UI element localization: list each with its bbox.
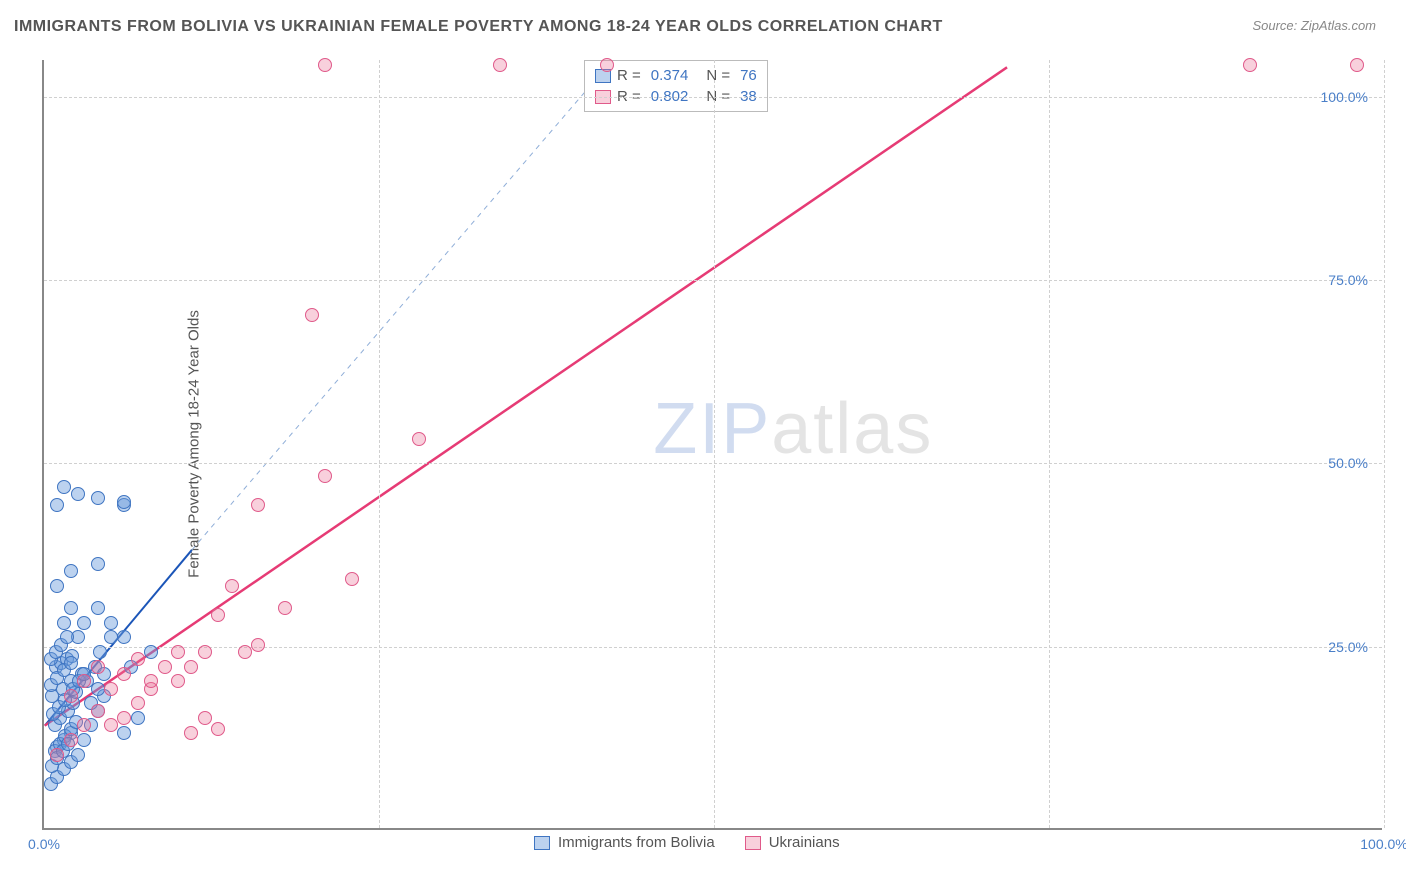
legend-row-blue: R = 0.374 N = 76 — [595, 65, 757, 86]
grid-line-h — [44, 463, 1382, 464]
pink-data-point — [50, 748, 64, 762]
pink-data-point — [1350, 58, 1364, 72]
pink-data-point — [91, 660, 105, 674]
blue-r-value: 0.374 — [651, 67, 689, 84]
pink-data-point — [117, 667, 131, 681]
blue-data-point — [50, 579, 64, 593]
x-tick-label: 100.0% — [1360, 836, 1406, 852]
blue-data-point — [91, 491, 105, 505]
pink-data-point — [305, 308, 319, 322]
pink-data-point — [211, 722, 225, 736]
blue-data-point — [64, 601, 78, 615]
pink-data-point — [600, 58, 614, 72]
blue-n-value: 76 — [740, 67, 757, 84]
legend-pink-label: Ukrainians — [769, 834, 840, 851]
watermark-atlas: atlas — [771, 389, 933, 469]
pink-data-point — [117, 711, 131, 725]
blue-data-point — [77, 733, 91, 747]
blue-data-point — [57, 480, 71, 494]
pink-data-point — [131, 696, 145, 710]
blue-data-point — [104, 630, 118, 644]
grid-line-v — [1049, 60, 1050, 828]
blue-data-point — [71, 748, 85, 762]
legend-blue-label: Immigrants from Bolivia — [558, 834, 715, 851]
pink-data-point — [345, 572, 359, 586]
pink-data-point — [144, 674, 158, 688]
pink-data-point — [278, 601, 292, 615]
blue-data-point — [60, 630, 74, 644]
n-label: N = — [706, 67, 730, 84]
blue-data-point — [91, 557, 105, 571]
pink-data-point — [77, 718, 91, 732]
watermark-zip: ZIP — [653, 389, 771, 469]
pink-data-point — [64, 689, 78, 703]
pink-data-point — [493, 58, 507, 72]
blue-data-point — [77, 616, 91, 630]
blue-data-point — [93, 645, 107, 659]
pink-data-point — [184, 660, 198, 674]
r-label: R = — [617, 67, 641, 84]
blue-swatch-icon — [534, 836, 550, 850]
source-credit: Source: ZipAtlas.com — [1252, 18, 1376, 33]
x-tick-label: 0.0% — [28, 836, 60, 852]
trend-lines — [44, 60, 1382, 828]
chart-title: IMMIGRANTS FROM BOLIVIA VS UKRAINIAN FEM… — [14, 18, 943, 36]
legend-item-blue: Immigrants from Bolivia — [534, 834, 715, 851]
pink-data-point — [64, 733, 78, 747]
pink-data-point — [184, 726, 198, 740]
grid-line-v — [714, 60, 715, 828]
pink-data-point — [158, 660, 172, 674]
grid-line-h — [44, 97, 1382, 98]
pink-data-point — [77, 674, 91, 688]
pink-swatch-icon — [745, 836, 761, 850]
blue-data-point — [91, 682, 105, 696]
pink-data-point — [198, 711, 212, 725]
blue-data-point — [71, 487, 85, 501]
blue-data-point — [91, 601, 105, 615]
y-axis-label: Female Poverty Among 18-24 Year Olds — [185, 310, 202, 578]
pink-data-point — [318, 469, 332, 483]
pink-data-point — [104, 682, 118, 696]
blue-data-point — [117, 726, 131, 740]
y-tick-label: 75.0% — [1328, 272, 1368, 288]
grid-line-v — [1384, 60, 1385, 828]
pink-data-point — [171, 674, 185, 688]
legend-item-pink: Ukrainians — [745, 834, 840, 851]
blue-data-point — [144, 645, 158, 659]
plot-area: Female Poverty Among 18-24 Year Olds ZIP… — [42, 60, 1382, 830]
pink-data-point — [91, 704, 105, 718]
y-tick-label: 100.0% — [1321, 89, 1368, 105]
pink-data-point — [318, 58, 332, 72]
grid-line-h — [44, 280, 1382, 281]
pink-data-point — [211, 608, 225, 622]
pink-data-point — [225, 579, 239, 593]
y-tick-label: 50.0% — [1328, 455, 1368, 471]
watermark: ZIPatlas — [653, 388, 933, 470]
blue-data-point — [64, 564, 78, 578]
blue-data-point — [50, 498, 64, 512]
pink-data-point — [131, 652, 145, 666]
pink-data-point — [104, 718, 118, 732]
pink-data-point — [251, 498, 265, 512]
pink-data-point — [412, 432, 426, 446]
blue-data-point — [64, 656, 78, 670]
pink-data-point — [251, 638, 265, 652]
pink-data-point — [238, 645, 252, 659]
pink-data-point — [171, 645, 185, 659]
blue-data-point — [117, 495, 131, 509]
blue-data-point — [57, 616, 71, 630]
grid-line-v — [379, 60, 380, 828]
series-legend: Immigrants from Bolivia Ukrainians — [534, 834, 840, 851]
pink-data-point — [1243, 58, 1257, 72]
blue-data-point — [131, 711, 145, 725]
y-tick-label: 25.0% — [1328, 639, 1368, 655]
blue-data-point — [104, 616, 118, 630]
blue-data-point — [117, 630, 131, 644]
pink-data-point — [198, 645, 212, 659]
